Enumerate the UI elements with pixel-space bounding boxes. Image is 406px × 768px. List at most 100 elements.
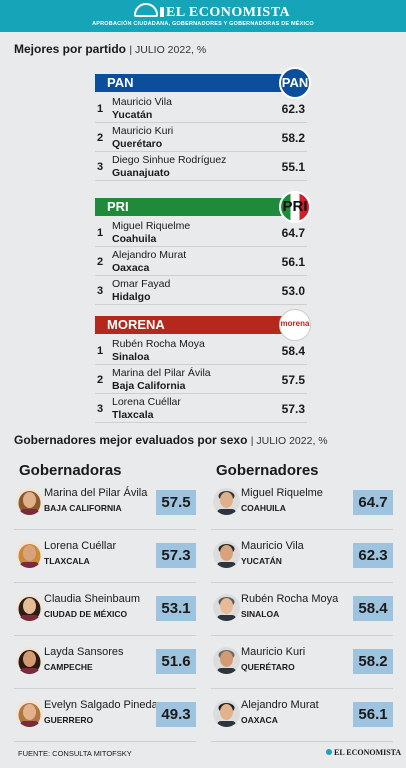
rank-number: 2 (97, 132, 104, 144)
footer-brand: EL ECONOMISTA (326, 748, 401, 757)
footer-brand-text: EL ECONOMISTA (334, 748, 402, 757)
governor-state: YUCATÁN (241, 556, 282, 566)
header-banner: EL ECONOMISTA APROBACIÓN CIUDADANA, GOBE… (0, 0, 406, 32)
governor-portrait-icon (213, 541, 240, 568)
party-ranking-row: 2 Mauricio Kuri Querétaro 58.2 (95, 123, 307, 152)
party-ranking-row: 3 Diego Sinhue Rodríguez Guanajuato 55.1 (95, 152, 307, 181)
approval-value-badge: 62.3 (353, 543, 393, 568)
governor-state: Coahuila (112, 233, 157, 245)
governor-portrait-icon (16, 700, 43, 727)
governor-state: BAJA CALIFORNIA (44, 503, 122, 513)
approval-value: 57.5 (281, 373, 305, 387)
governor-portrait-icon (16, 541, 43, 568)
governor-card: Marina del Pilar Ávila BAJA CALIFORNIA 57.… (14, 478, 196, 530)
governor-name: Marina del Pilar Ávila (44, 487, 148, 499)
approval-value-badge: 64.7 (353, 490, 393, 515)
governor-portrait-icon (213, 594, 240, 621)
governor-name: Rubén Rocha Moya (112, 338, 205, 350)
governor-name: Alejandro Murat (112, 249, 187, 261)
rank-number: 3 (97, 285, 104, 297)
section-subtitle: | JULIO 2022, % (129, 44, 207, 56)
party-ranking-row: 1 Rubén Rocha Moya Sinaloa 58.4 (95, 336, 307, 365)
governor-name: Miguel Riquelme (112, 220, 191, 232)
column-title-gobernadoras: Gobernadoras (19, 462, 122, 479)
party-bar-morena: MORENA (95, 316, 307, 334)
party-logo-pan-icon: PAN (279, 67, 311, 99)
governor-state: GUERRERO (44, 715, 94, 725)
governor-state: SINALOA (241, 609, 280, 619)
governor-state: CAMPECHE (44, 662, 93, 672)
governor-state: Hidalgo (112, 291, 151, 303)
governor-name: Lorena Cuéllar (44, 540, 117, 552)
governor-portrait-icon (213, 700, 240, 727)
governor-card: Claudia Sheinbaum CIUDAD DE MÉXICO 53.1 (14, 584, 196, 636)
governor-name: Layda Sansores (44, 646, 124, 658)
governor-state: COAHUILA (241, 503, 286, 513)
governor-card: Mauricio Kuri QUERÉTARO 58.2 (211, 637, 393, 689)
approval-value-badge: 51.6 (156, 649, 196, 674)
governor-card: Alejandro Murat OAXACA 56.1 (211, 690, 393, 742)
party-ranking-row: 2 Alejandro Murat Oaxaca 56.1 (95, 247, 307, 276)
governor-state: Yucatán (112, 109, 153, 121)
governor-name: Marina del Pilar Ávila (112, 367, 211, 379)
governor-card: Layda Sansores CAMPECHE 51.6 (14, 637, 196, 689)
party-logo-text: PRI (282, 198, 308, 215)
rank-number: 1 (97, 345, 104, 357)
rank-number: 3 (97, 161, 104, 173)
section-subtitle: | JULIO 2022, % (250, 435, 328, 447)
governor-portrait-icon (213, 488, 240, 515)
governor-state: Tlaxcala (112, 409, 154, 421)
approval-value: 62.3 (281, 102, 305, 116)
governor-card: Lorena Cuéllar TLAXCALA 57.3 (14, 531, 196, 583)
brand-name: EL ECONOMISTA (166, 5, 291, 20)
governor-card: Miguel Riquelme COAHUILA 64.7 (211, 478, 393, 530)
governor-name: Mauricio Kuri (241, 646, 306, 658)
approval-value: 64.7 (281, 226, 305, 240)
governor-name: Diego Sinhue Rodríguez (112, 154, 227, 166)
source-note: FUENTE: CONSULTA MITOFSKY (18, 749, 132, 758)
governor-state: QUERÉTARO (241, 662, 295, 672)
approval-value: 58.2 (281, 131, 305, 145)
section-title-text: Gobernadores mejor evaluados por sexo (14, 433, 248, 447)
approval-value-badge: 53.1 (156, 596, 196, 621)
party-bar-pan: PAN (95, 74, 307, 92)
governor-name: Evelyn Salgado Pineda (44, 699, 158, 711)
brand-mark-icon (160, 7, 164, 17)
governor-state: OAXACA (241, 715, 278, 725)
governor-name: Claudia Sheinbaum (44, 593, 141, 605)
governor-name: Alejandro Murat (241, 699, 319, 711)
approval-value: 53.0 (281, 284, 305, 298)
rank-number: 2 (97, 256, 104, 268)
approval-value-badge: 57.3 (156, 543, 196, 568)
governor-state: CIUDAD DE MÉXICO (44, 609, 128, 619)
governor-portrait-icon (16, 488, 43, 515)
approval-value: 57.3 (281, 402, 305, 416)
approval-value: 58.4 (281, 344, 305, 358)
governor-state: Guanajuato (112, 167, 170, 179)
column-title-gobernadores: Gobernadores (216, 462, 319, 479)
governor-name: Mauricio Vila (241, 540, 304, 552)
party-bar-pri: PRI (95, 198, 307, 216)
governor-state: Baja California (112, 380, 186, 392)
governor-name: Rubén Rocha Moya (241, 593, 339, 605)
governor-state: TLAXCALA (44, 556, 90, 566)
party-ranking-row: 1 Miguel Riquelme Coahuila 64.7 (95, 218, 307, 247)
party-ranking-row: 3 Omar Fayad Hidalgo 53.0 (95, 276, 307, 305)
governor-portrait-icon (16, 647, 43, 674)
consulta-mitofsky-logo-icon (134, 3, 158, 17)
rank-number: 1 (97, 227, 104, 239)
party-logo-morena-icon: morena (279, 309, 311, 341)
brand-mark-icon (326, 749, 332, 755)
approval-value: 55.1 (281, 160, 305, 174)
party-ranking-row: 3 Lorena Cuéllar Tlaxcala 57.3 (95, 394, 307, 423)
party-ranking-row: 2 Marina del Pilar Ávila Baja California 57… (95, 365, 307, 394)
rank-number: 3 (97, 403, 104, 415)
governor-state: Querétaro (112, 138, 163, 150)
approval-value-badge: 57.5 (156, 490, 196, 515)
governor-card: Rubén Rocha Moya SINALOA 58.4 (211, 584, 393, 636)
governor-name: Mauricio Vila (112, 96, 172, 108)
governor-name: Mauricio Kuri (112, 125, 174, 137)
governor-name: Omar Fayad (112, 278, 171, 290)
approval-value: 56.1 (281, 255, 305, 269)
governor-portrait-icon (213, 647, 240, 674)
